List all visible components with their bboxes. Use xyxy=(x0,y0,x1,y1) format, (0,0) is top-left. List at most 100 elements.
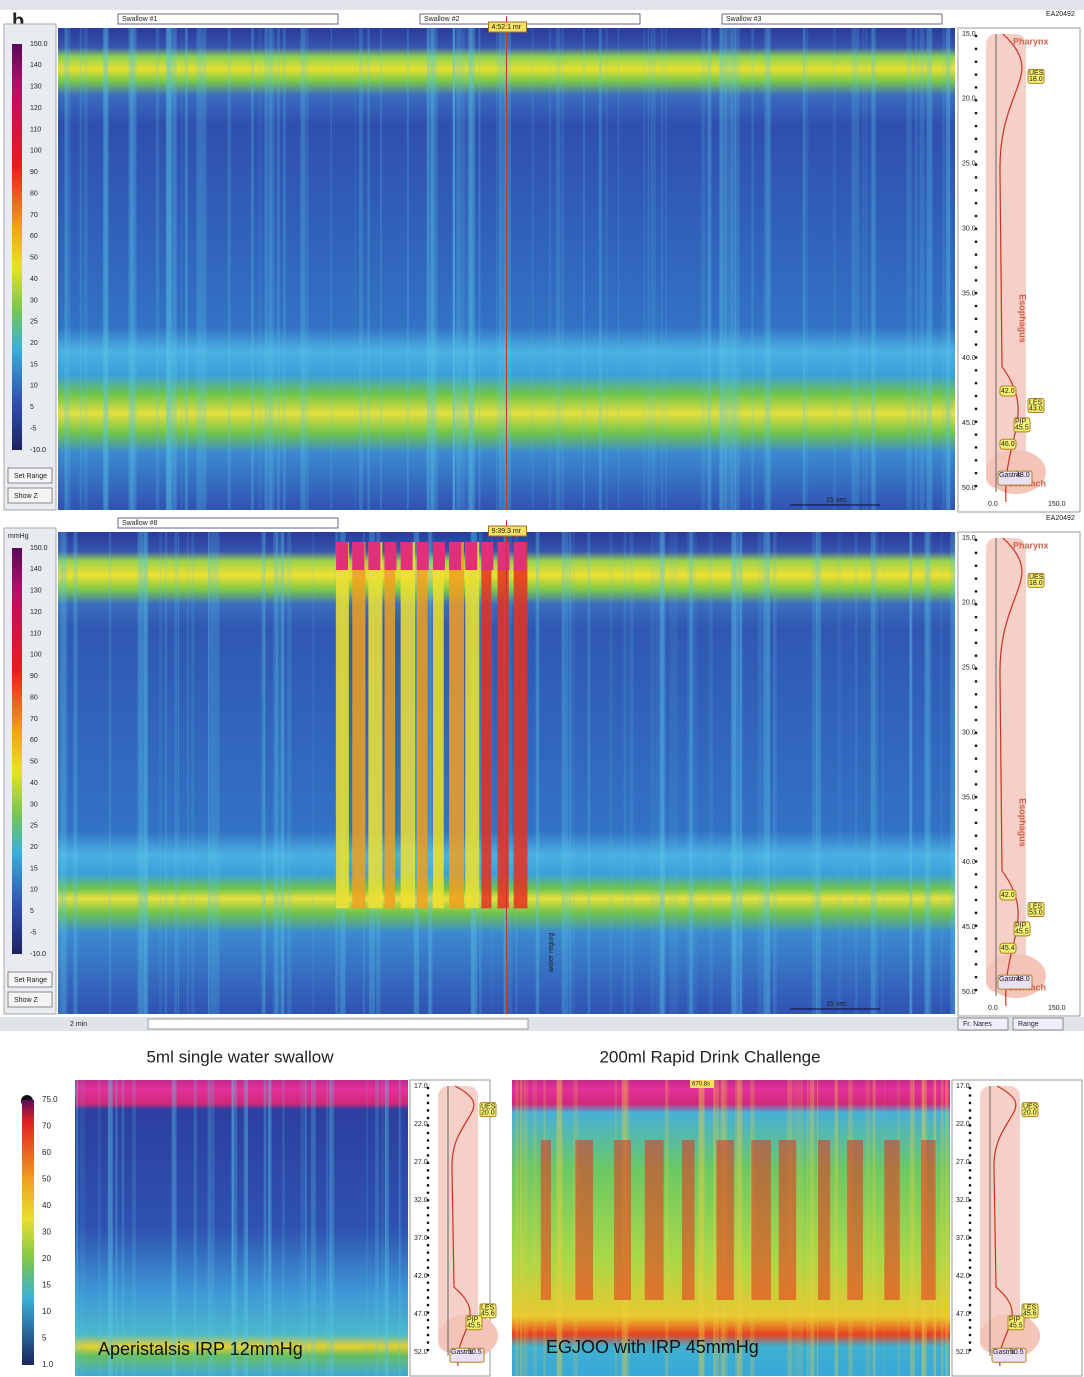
region-label: Esophagus xyxy=(1018,798,1028,847)
time-box xyxy=(488,525,527,537)
pressure-streak xyxy=(270,28,276,510)
pressure-streak xyxy=(665,1080,668,1376)
sensor-label: 42.0 xyxy=(1001,892,1015,899)
pressure-streak xyxy=(563,532,569,1014)
pressure-streak xyxy=(751,28,754,510)
marker-value: 45.5 xyxy=(1009,1323,1023,1330)
depth-label: 27.0 xyxy=(414,1159,428,1166)
depth-label: 30.0 xyxy=(962,225,976,232)
scale-tick-label: 50 xyxy=(42,1175,51,1184)
pressure-streak xyxy=(730,532,737,1014)
pressure-streak xyxy=(723,28,727,510)
drink-streak xyxy=(614,1140,631,1300)
pressure-streak xyxy=(326,1080,328,1376)
button[interactable] xyxy=(7,467,53,484)
sensor-dot xyxy=(968,1176,972,1180)
sensor-dot xyxy=(974,757,978,760)
pressure-streak xyxy=(872,28,877,510)
sensor-dot xyxy=(968,1154,972,1157)
esophagus-body xyxy=(980,1086,1020,1352)
pressure-streak xyxy=(501,28,503,510)
pressure-curve xyxy=(993,1085,1017,1367)
drink-peak xyxy=(352,542,365,570)
toolbar-button-label: Fr. Nares xyxy=(963,1021,992,1028)
profile-axis-label: 150.0 xyxy=(1048,1005,1066,1012)
pressure-streak xyxy=(882,532,884,1014)
scale-tick-label: 100 xyxy=(30,652,42,659)
pressure-streak xyxy=(650,28,656,510)
pressure-streak xyxy=(535,532,540,1014)
drink-peak xyxy=(384,542,397,570)
toolbar-button[interactable] xyxy=(957,1017,1009,1031)
swallow-label: Swallow #8 xyxy=(122,520,158,527)
sensor-dot xyxy=(974,937,978,940)
pressure-streak xyxy=(531,28,534,510)
marker-label: UES xyxy=(481,1103,496,1110)
depth-label: 35.0 xyxy=(962,290,976,297)
drink-peak xyxy=(513,542,526,570)
button[interactable] xyxy=(7,971,53,988)
marker-value: 20.0 xyxy=(1023,1109,1037,1116)
sensor-dot xyxy=(974,381,978,385)
pressure-streak xyxy=(865,1080,871,1376)
marker-value: 50.5 xyxy=(1010,1349,1024,1356)
color-scale: 150.0 140 130 120 110 100 90 80 70 60 50 40 30 25 20 15… xyxy=(3,23,57,511)
sensor-dot xyxy=(974,628,978,632)
sensor-dot xyxy=(426,1176,430,1180)
toolbar-button[interactable] xyxy=(1012,1017,1064,1031)
sensor-label: 45.4 xyxy=(1001,945,1015,952)
pressure-streak xyxy=(699,1080,705,1376)
depth-label: 20.0 xyxy=(962,96,976,103)
sensor-dot xyxy=(968,1273,972,1277)
drink-peak xyxy=(449,542,462,570)
drink-streak xyxy=(575,1140,594,1300)
button[interactable] xyxy=(7,991,53,1008)
sensor-dot xyxy=(974,692,978,696)
sensor-dot xyxy=(974,253,978,256)
pressure-streak xyxy=(809,1080,815,1376)
scale-bar xyxy=(12,548,22,954)
sensor-dot xyxy=(974,975,978,979)
pressure-streak xyxy=(207,1080,210,1376)
drink-peak xyxy=(497,542,510,570)
pressure-streak xyxy=(515,1080,519,1376)
pressure-streak xyxy=(268,28,274,510)
button[interactable] xyxy=(7,487,53,504)
button-label: Show Z xyxy=(14,997,38,1004)
depth-label: 40.0 xyxy=(962,859,976,866)
sensor-dot xyxy=(974,111,978,115)
pressure-streak xyxy=(166,28,170,510)
depth-label: 25.0 xyxy=(962,665,976,672)
stomach-body xyxy=(438,1314,498,1358)
sensor-dot xyxy=(974,98,978,102)
sensor-dot xyxy=(974,163,978,166)
sensor-dot xyxy=(426,1131,430,1135)
pressure-streak xyxy=(872,1080,876,1376)
sensor-dot xyxy=(426,1251,430,1254)
pressure-streak xyxy=(940,532,943,1014)
scale-tick-label: 50 xyxy=(30,759,38,766)
scale-tick-label: 15 xyxy=(30,361,38,368)
sensor-dot xyxy=(974,60,978,64)
pressure-streak xyxy=(330,28,332,510)
pressure-streak xyxy=(76,1080,79,1376)
sensor-dot xyxy=(968,1341,972,1344)
pressure-streak xyxy=(264,1080,268,1376)
drink-bar xyxy=(513,542,528,909)
pressure-streak xyxy=(61,532,66,1014)
sensor-dot xyxy=(974,962,978,966)
pressure-streak xyxy=(502,28,506,510)
marker-box xyxy=(479,1303,497,1319)
drink-streak xyxy=(751,1140,771,1300)
pressure-streak xyxy=(583,28,585,510)
pressure-streak xyxy=(496,28,498,510)
pressure-streak xyxy=(532,1080,537,1376)
button-label: Set Range xyxy=(14,473,47,480)
timeline[interactable] xyxy=(147,1018,529,1030)
pressure-streak xyxy=(461,28,464,510)
marker-value: 45.5 xyxy=(1015,425,1029,432)
pressure-streak xyxy=(609,532,613,1014)
swallow-label: Swallow #1 xyxy=(122,16,158,23)
scale-tick-label: 5 xyxy=(42,1334,47,1343)
pressure-streak xyxy=(623,532,627,1014)
